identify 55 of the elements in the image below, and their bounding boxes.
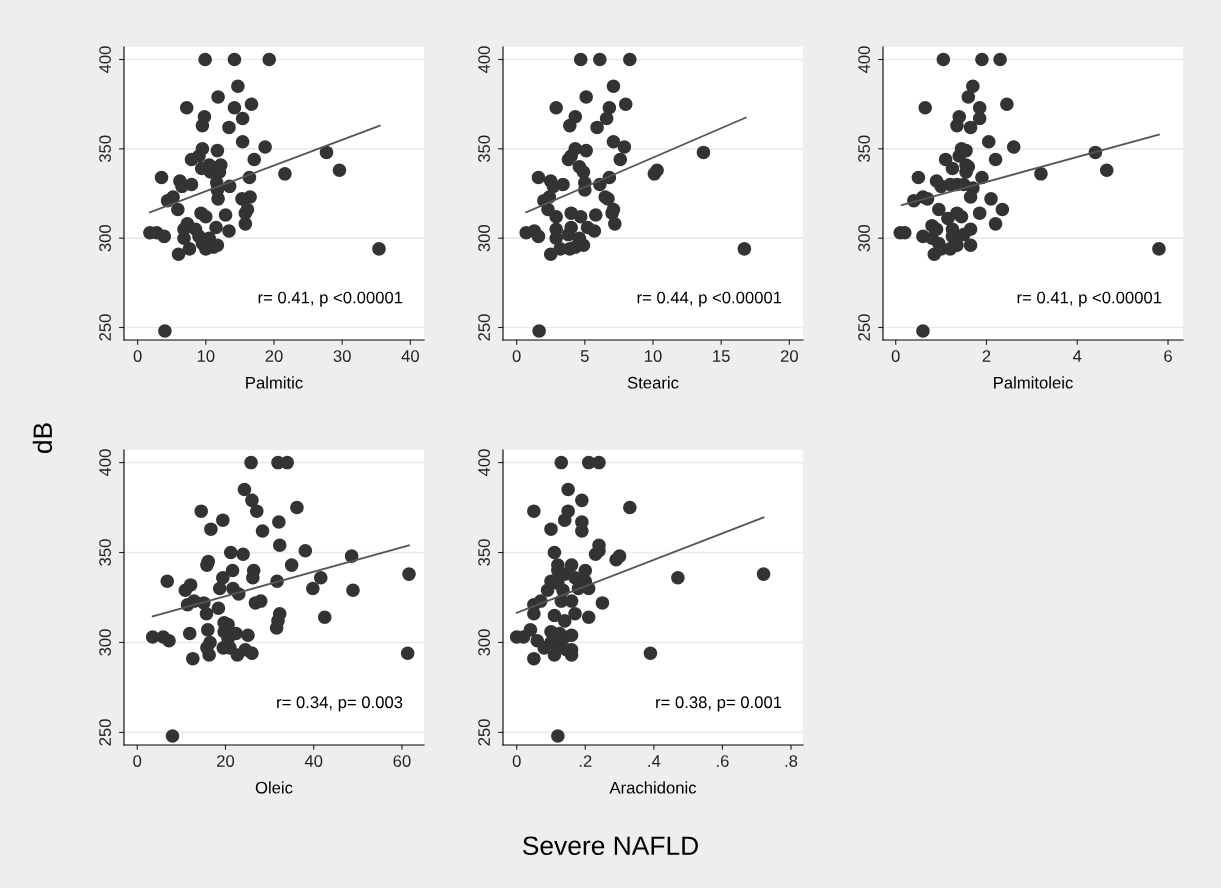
x-tick-label: 20 xyxy=(780,350,798,362)
y-axis-title: dB xyxy=(32,423,53,454)
text: Severe NAFLD xyxy=(522,836,698,856)
x-axis-title: Oleic xyxy=(255,781,293,794)
y-tick-label: 250 xyxy=(99,314,111,341)
x-tick-label: 60 xyxy=(393,755,411,767)
x-tick-label: .6 xyxy=(717,755,729,767)
y-tick-label: 300 xyxy=(99,629,111,656)
y-tick-label: 350 xyxy=(858,135,870,163)
x-tick-label: 5 xyxy=(580,350,589,362)
y-tick-label: 300 xyxy=(99,224,111,252)
y-tick-label: 350 xyxy=(99,539,111,566)
x-tick-label: 30 xyxy=(333,350,351,362)
y-tick-label: 250 xyxy=(478,719,490,746)
x-tick-label: 0 xyxy=(512,350,521,362)
y-tick-label: 400 xyxy=(858,46,870,74)
x-tick-label: 0 xyxy=(133,755,142,767)
annotation: r= 0.44, p <0.00001 xyxy=(637,291,782,307)
x-axis-title: Palmitoleic xyxy=(994,376,1073,389)
y-tick-label: 300 xyxy=(478,629,490,656)
x-tick-label: 20 xyxy=(217,755,235,767)
y-tick-label: 250 xyxy=(858,314,870,341)
x-tick-label: 4 xyxy=(1073,350,1082,362)
annotation: r= 0.41, p <0.00001 xyxy=(1017,291,1162,307)
y-tick-label: 250 xyxy=(99,719,111,746)
y-tick-label: 350 xyxy=(478,135,490,163)
y-tick-label: 400 xyxy=(99,449,111,477)
x-tick-label: .4 xyxy=(648,755,661,767)
y-tick-label: 350 xyxy=(99,135,111,163)
x-tick-label: 40 xyxy=(401,350,419,362)
x-tick-label: 2 xyxy=(982,350,991,362)
x-tick-label: 40 xyxy=(304,755,323,767)
x-tick-label: 0 xyxy=(891,350,900,362)
x-tick-label: 10 xyxy=(197,350,215,362)
y-tick-label: 400 xyxy=(478,46,490,74)
x-tick-label: 0 xyxy=(512,755,521,767)
annotation: r= 0.41, p <0.00001 xyxy=(258,291,403,307)
y-tick-label: 250 xyxy=(478,314,490,341)
x-axis-title: Stearic xyxy=(627,376,679,389)
annotation: r= 0.34, p= 0.003 xyxy=(277,696,403,712)
x-tick-label: 0 xyxy=(133,350,142,362)
x-axis-title: Arachidonic xyxy=(609,781,697,794)
x-axis-title: Palmitic xyxy=(246,376,303,389)
x-tick-label: .2 xyxy=(579,755,592,767)
x-tick-label: 6 xyxy=(1164,350,1172,362)
y-tick-label: 400 xyxy=(99,46,111,74)
y-tick-label: 350 xyxy=(478,539,490,566)
y-tick-label: 300 xyxy=(858,224,870,252)
x-tick-label: 10 xyxy=(645,350,662,362)
annotation: r= 0.38, p= 0.001 xyxy=(656,696,782,712)
x-tick-label: 15 xyxy=(713,350,730,362)
y-tick-label: 400 xyxy=(478,449,490,477)
x-tick-label: 20 xyxy=(265,350,283,362)
y-tick-label: 300 xyxy=(478,224,490,252)
x-tick-label: .8 xyxy=(785,755,798,767)
